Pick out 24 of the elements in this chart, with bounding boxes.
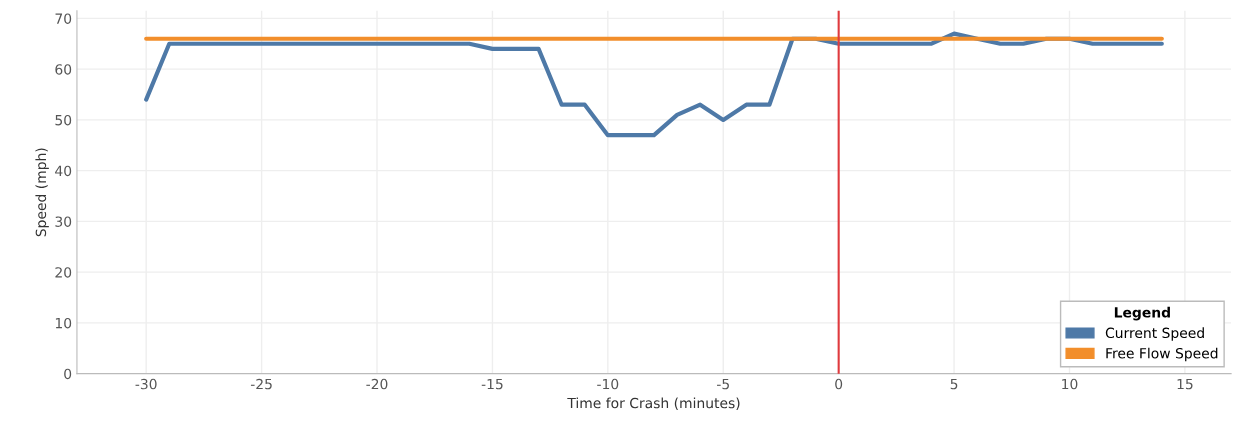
y-tick-label: 40 — [55, 165, 72, 177]
y-tick-label: 30 — [55, 216, 72, 227]
y-tick-label: 70 — [55, 13, 72, 24]
x-tick-label: -30 — [135, 378, 157, 390]
x-tick-label: 10 — [1062, 378, 1078, 390]
x-tick-label: -5 — [717, 378, 729, 390]
y-axis-title: Speed (mph) — [35, 148, 49, 237]
x-tick-label: -25 — [250, 378, 272, 390]
x-tick-label: -10 — [597, 378, 619, 390]
x-tick-label: -15 — [481, 378, 503, 390]
x-tick-label: 5 — [950, 378, 958, 390]
x-tick-label: -20 — [366, 378, 388, 390]
y-tick-label: 0 — [64, 368, 72, 380]
y-tick-label: 60 — [55, 64, 72, 75]
y-tick-label: 20 — [55, 267, 72, 278]
legend-label: Current Speed — [1105, 327, 1204, 341]
legend-title: Legend — [1114, 306, 1170, 321]
y-tick-label: 50 — [55, 114, 72, 126]
x-tick-label: 0 — [835, 378, 843, 390]
x-axis-title: Time for Crash (minutes) — [567, 397, 740, 410]
line-series — [144, 31, 1164, 138]
x-tick-label: 15 — [1177, 378, 1193, 390]
legend-label: Free Flow Speed — [1106, 347, 1218, 362]
y-tick-label: 10 — [55, 317, 72, 329]
